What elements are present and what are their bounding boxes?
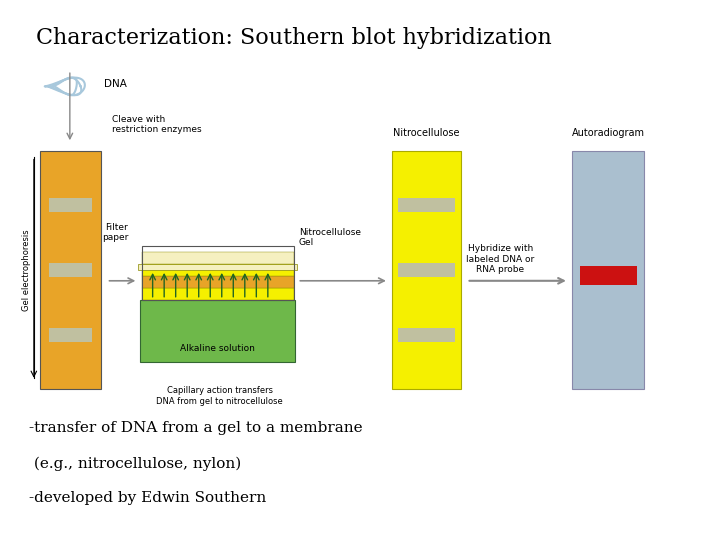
Text: Nitrocellulose: Nitrocellulose	[393, 127, 460, 138]
Bar	[392, 151, 461, 389]
Text: Autoradiogram: Autoradiogram	[572, 127, 645, 138]
Bar	[398, 328, 455, 342]
Text: -developed by Edwin Southern: -developed by Edwin Southern	[29, 491, 266, 505]
Text: -transfer of DNA from a gel to a membrane: -transfer of DNA from a gel to a membran…	[29, 421, 362, 435]
Bar	[142, 264, 294, 276]
Bar	[140, 300, 295, 362]
Bar	[49, 198, 92, 212]
Text: Gel electrophoresis: Gel electrophoresis	[22, 229, 31, 311]
Bar	[49, 263, 92, 276]
Bar	[142, 246, 294, 300]
Text: DNA: DNA	[104, 79, 127, 89]
Text: Characterization: Southern blot hybridization: Characterization: Southern blot hybridiz…	[36, 27, 552, 49]
Bar	[398, 263, 455, 276]
Bar	[398, 198, 455, 212]
Text: Alkaline solution: Alkaline solution	[181, 344, 255, 353]
Text: (e.g., nitrocellulose, nylon): (e.g., nitrocellulose, nylon)	[29, 456, 241, 471]
Bar	[40, 151, 101, 389]
Bar	[572, 151, 644, 389]
Bar	[142, 276, 294, 288]
Bar	[580, 266, 637, 285]
Text: Nitrocellulose
Gel: Nitrocellulose Gel	[299, 228, 361, 247]
Text: Cleave with
restriction enzymes: Cleave with restriction enzymes	[112, 114, 201, 134]
Text: Hybridize with
labeled DNA or
RNA probe: Hybridize with labeled DNA or RNA probe	[467, 244, 534, 274]
Bar	[49, 328, 92, 342]
Text: Filter
paper: Filter paper	[102, 222, 128, 242]
Text: Capillary action transfers
DNA from gel to nitrocellulose: Capillary action transfers DNA from gel …	[156, 386, 283, 406]
Bar	[142, 252, 294, 264]
Bar	[138, 264, 297, 270]
Bar	[142, 288, 294, 300]
